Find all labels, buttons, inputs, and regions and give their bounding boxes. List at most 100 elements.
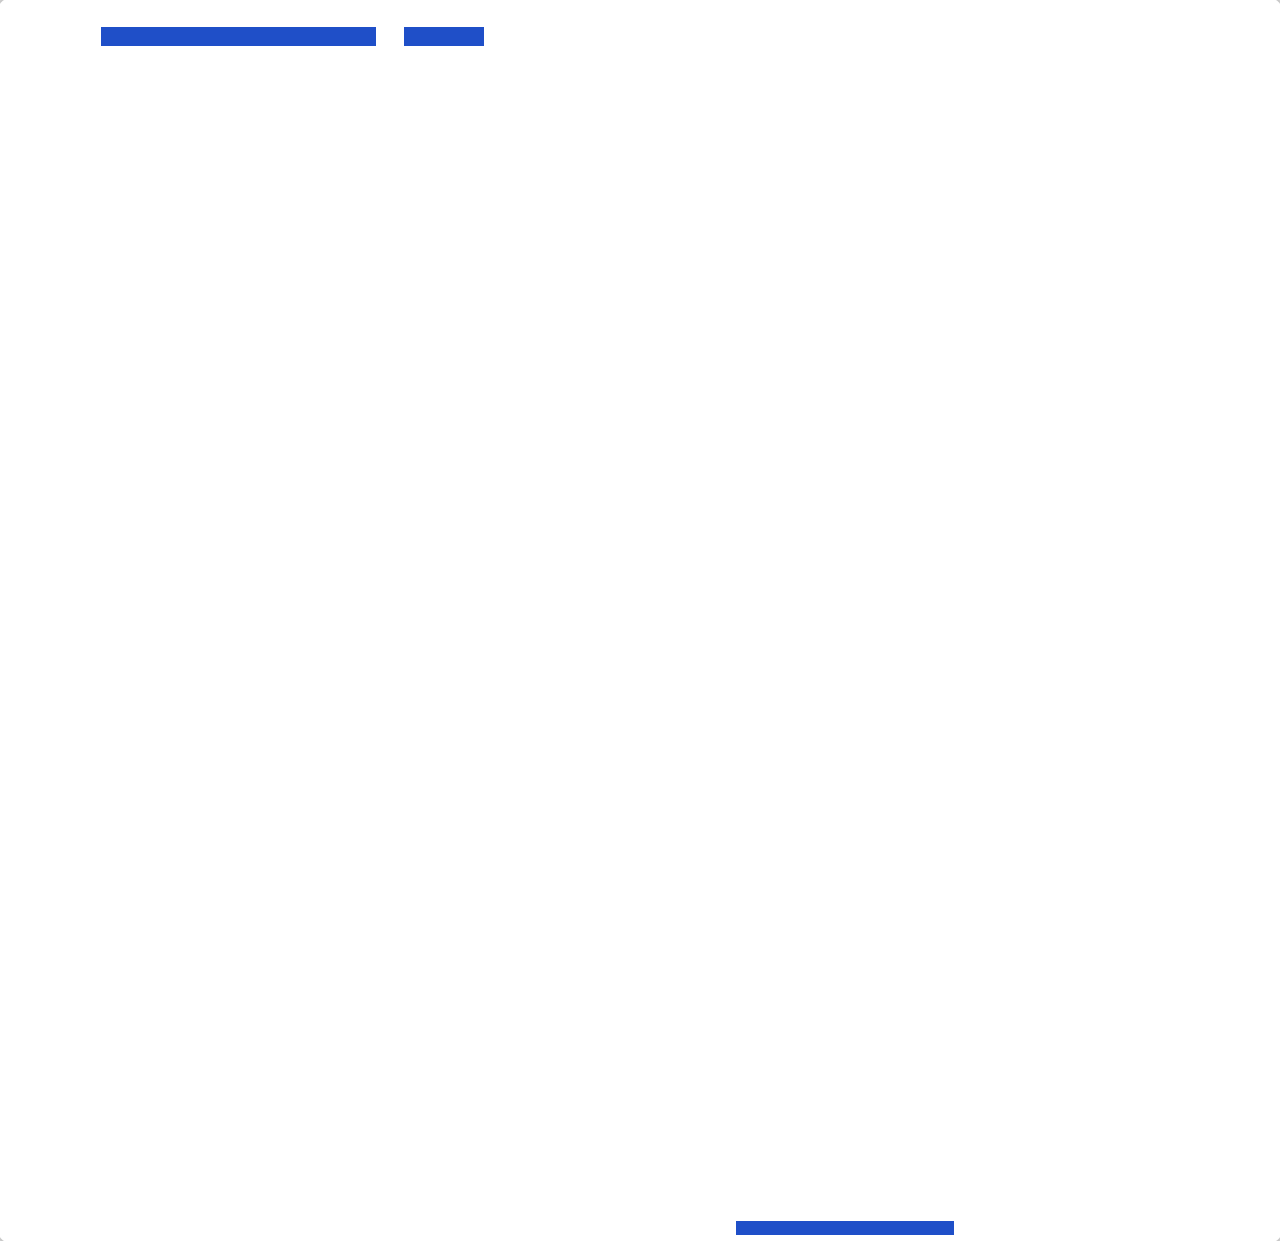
Point — [948, 820, 969, 840]
Point — [975, 752, 996, 772]
Point — [978, 1049, 998, 1069]
Point — [520, 850, 540, 870]
Point — [488, 965, 508, 985]
Point — [125, 1025, 146, 1045]
Point — [932, 856, 952, 876]
Point — [244, 1019, 265, 1039]
Point — [581, 1057, 602, 1077]
Point — [236, 818, 256, 838]
Point — [997, 756, 1018, 776]
Point — [692, 814, 713, 834]
Point — [140, 1033, 160, 1052]
Point — [276, 875, 297, 895]
Point — [279, 829, 300, 849]
Point — [106, 1176, 127, 1196]
Point — [915, 856, 936, 876]
Point — [465, 787, 485, 807]
Point — [253, 802, 274, 822]
Point — [758, 1015, 778, 1035]
Point — [291, 805, 311, 825]
Point — [736, 881, 756, 901]
Point — [498, 827, 518, 846]
Point — [1020, 782, 1041, 802]
Point — [972, 794, 992, 814]
Point — [239, 1039, 260, 1059]
Point — [463, 1013, 484, 1033]
Point — [270, 978, 291, 998]
Point — [250, 793, 270, 813]
Point — [1211, 640, 1231, 660]
Point — [303, 762, 324, 782]
Point — [684, 759, 704, 779]
Point — [160, 1049, 180, 1069]
Point — [451, 835, 471, 855]
Point — [428, 1028, 448, 1047]
Point — [202, 1020, 223, 1040]
Point — [392, 843, 412, 862]
Point — [758, 846, 778, 866]
Point — [485, 835, 506, 855]
Point — [250, 984, 270, 1004]
Point — [929, 822, 950, 841]
Point — [269, 853, 289, 872]
Point — [726, 819, 746, 839]
Point — [223, 1009, 243, 1029]
Point — [1000, 831, 1020, 851]
Point — [544, 1045, 564, 1065]
Point — [483, 985, 503, 1005]
Point — [698, 859, 718, 879]
Point — [1012, 792, 1033, 812]
Point — [680, 791, 700, 810]
Point — [771, 1034, 791, 1054]
Point — [444, 827, 465, 846]
Point — [749, 802, 769, 822]
Point — [1083, 1013, 1103, 1033]
Point — [306, 877, 326, 897]
Point — [982, 1020, 1002, 1040]
Point — [1016, 818, 1037, 838]
X-axis label: 2-theta: 2-theta — [648, 640, 703, 655]
Point — [733, 987, 754, 1006]
Point — [997, 1021, 1018, 1041]
Point — [1006, 799, 1027, 819]
Point — [730, 1061, 750, 1081]
Point — [166, 1024, 187, 1044]
Point — [278, 809, 298, 829]
Point — [1019, 1041, 1039, 1061]
Point — [303, 838, 324, 858]
Point — [973, 819, 993, 839]
Point — [760, 774, 781, 794]
Point — [457, 871, 477, 891]
Point — [381, 879, 402, 898]
Point — [719, 777, 740, 797]
Point — [993, 992, 1014, 1011]
Point — [701, 1059, 722, 1078]
Point — [974, 841, 995, 861]
Point — [1097, 1035, 1117, 1055]
Point — [485, 795, 506, 815]
Point — [1048, 1016, 1069, 1036]
Point — [435, 851, 456, 871]
Point — [489, 1050, 509, 1070]
Point — [298, 855, 319, 875]
Point — [728, 849, 749, 869]
Point — [1111, 1016, 1132, 1036]
Point — [406, 889, 426, 908]
Point — [518, 1055, 539, 1075]
Point — [692, 794, 713, 814]
Point — [219, 998, 239, 1018]
Point — [972, 989, 992, 1009]
Point — [557, 1025, 577, 1045]
Point — [498, 1015, 518, 1035]
Point — [723, 763, 744, 783]
Point — [983, 974, 1004, 994]
Point — [982, 800, 1002, 820]
Point — [403, 864, 424, 884]
Point — [246, 781, 266, 800]
Point — [722, 871, 742, 891]
Point — [536, 1028, 557, 1047]
Point — [732, 1019, 753, 1039]
Point — [785, 766, 805, 786]
Point — [1029, 822, 1050, 841]
Point — [744, 834, 764, 854]
